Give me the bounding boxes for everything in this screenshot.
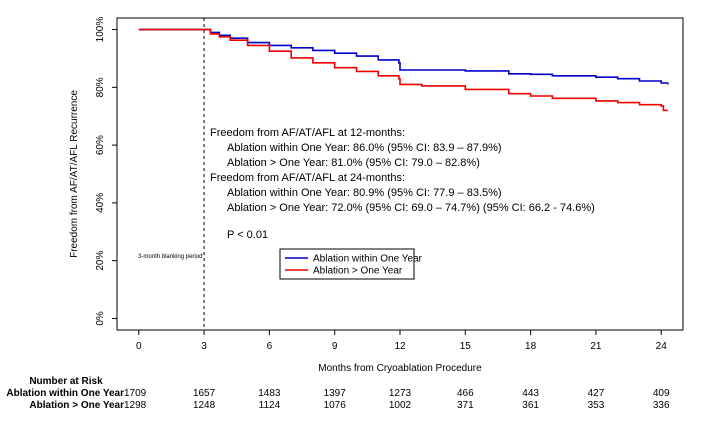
x-axis-title: Months from Cryoablation Procedure: [318, 363, 482, 374]
risk-value: 1248: [193, 400, 216, 411]
risk-value: 1002: [389, 400, 412, 411]
y-tick-label: 60%: [95, 135, 106, 155]
legend-box: [279, 248, 415, 280]
risk-value: 443: [522, 388, 539, 399]
legend-item-label: Ablation within One Year: [313, 254, 423, 265]
annotation-line: Ablation within One Year: 86.0% (95% CI:…: [227, 142, 502, 154]
risk-value: 1076: [324, 400, 347, 411]
annotation-line: Ablation > One Year: 72.0% (95% CI: 69.0…: [227, 202, 595, 214]
y-tick-label: 20%: [95, 251, 106, 271]
y-tick-label: 0%: [95, 311, 106, 326]
risk-value: 336: [653, 400, 670, 411]
risk-value: 1709: [124, 388, 147, 399]
risk-value: 1483: [258, 388, 281, 399]
x-tick-label: 24: [656, 341, 668, 352]
blanking-period-label: 3-month blanking period: [138, 254, 202, 260]
series-line-within-one-year: [138, 28, 669, 85]
annotation-line: Freedom from AF/AT/AFL at 12-months:: [210, 127, 405, 139]
x-tick-label: 6: [267, 341, 273, 352]
risk-value: 466: [457, 388, 474, 399]
p-value: P < 0.01: [227, 229, 268, 241]
risk-table-title: Number at Risk: [29, 376, 103, 387]
x-tick-label: 9: [332, 341, 338, 352]
risk-value: 1657: [193, 388, 216, 399]
x-tick-label: 18: [525, 341, 537, 352]
risk-value: 1273: [389, 388, 412, 399]
legend-item-label: Ablation > One Year: [313, 266, 403, 277]
x-tick-label: 12: [394, 341, 406, 352]
series-line-over-one-year: [138, 28, 668, 112]
annotation-line: Freedom from AF/AT/AFL at 24-months:: [210, 172, 405, 184]
risk-value: 353: [588, 400, 605, 411]
annotation-line: Ablation > One Year: 81.0% (95% CI: 79.0…: [227, 157, 480, 169]
annotation-line: Ablation within One Year: 80.9% (95% CI:…: [227, 187, 502, 199]
risk-row-label: Ablation > One Year: [29, 400, 124, 411]
risk-value: 361: [522, 400, 539, 411]
y-tick-label: 40%: [95, 193, 106, 213]
risk-value: 1397: [324, 388, 347, 399]
x-tick-label: 21: [590, 341, 602, 352]
risk-value: 409: [653, 388, 670, 399]
y-axis-title: Freedom from AF/AT/AFL Recurrence: [69, 90, 80, 258]
x-tick-label: 0: [136, 341, 142, 352]
risk-value: 1298: [124, 400, 147, 411]
x-tick-label: 15: [460, 341, 472, 352]
risk-value: 427: [588, 388, 605, 399]
y-tick-label: 80%: [95, 77, 106, 97]
risk-value: 371: [457, 400, 474, 411]
risk-row-label: Ablation within One Year: [6, 388, 124, 399]
risk-value: 1124: [259, 400, 281, 411]
x-tick-label: 3: [201, 341, 207, 352]
y-tick-label: 100%: [95, 17, 106, 43]
